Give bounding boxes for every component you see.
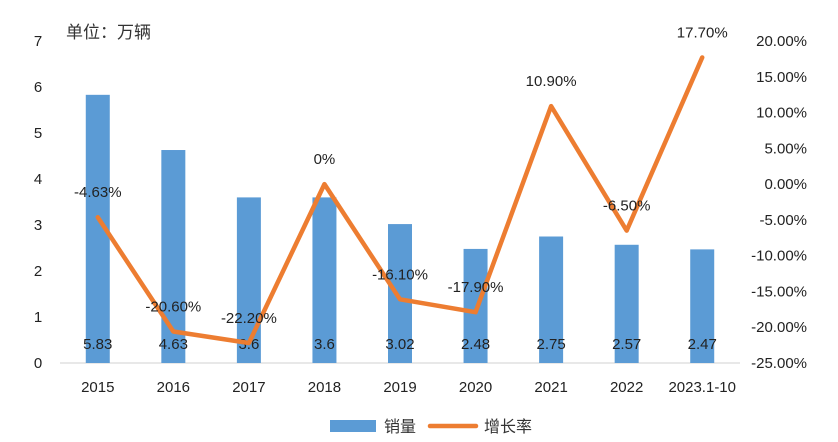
x-axis-tick-label: 2023.1-10 (668, 379, 736, 396)
right-axis-tick-label: -25.00% (751, 355, 807, 372)
x-axis-tick-label: 2016 (157, 379, 190, 396)
right-axis-tick-label: 0.00% (764, 176, 807, 193)
left-axis-tick-label: 6 (34, 79, 42, 96)
line-value-label: 10.90% (526, 73, 577, 90)
bar-value-label: 3.02 (385, 336, 414, 353)
right-axis-tick-label: -20.00% (751, 319, 807, 336)
x-axis-tick-label: 2022 (610, 379, 643, 396)
bar (690, 249, 715, 363)
legend-label-line: 增长率 (484, 418, 532, 436)
line-value-label: -20.60% (145, 299, 201, 316)
x-axis-tick-label: 2020 (459, 379, 492, 396)
legend-label-bar: 销量 (384, 418, 416, 436)
bar (312, 197, 337, 363)
left-axis-tick-label: 2 (34, 263, 42, 280)
x-axis-tick-label: 2017 (232, 379, 265, 396)
bar (236, 197, 261, 363)
bar (539, 236, 564, 363)
right-axis-tick-label: -10.00% (751, 248, 807, 265)
line-value-label: 17.70% (677, 24, 728, 41)
bar-value-label: 2.57 (612, 336, 641, 353)
bar-value-label: 5.83 (83, 336, 112, 353)
right-axis-tick-label: -15.00% (751, 283, 807, 300)
bar (614, 244, 639, 363)
bar (388, 224, 412, 363)
growth-rate-line (95, 55, 705, 346)
x-axis-tick-label: 2018 (308, 379, 341, 396)
right-axis-tick-label: 10.00% (756, 105, 807, 122)
left-axis-tick-label: 1 (34, 309, 42, 326)
unit-label: 单位：万辆 (66, 23, 151, 42)
x-axis-tick-label: 2019 (383, 379, 416, 396)
line-value-label: -17.90% (448, 279, 504, 296)
line-value-label: -16.10% (372, 266, 428, 283)
x-axis-tick-label: 2021 (534, 379, 567, 396)
x-axis-tick-label: 2015 (81, 379, 114, 396)
bar-value-label: 4.63 (159, 336, 188, 353)
bar-value-label: 2.47 (688, 336, 717, 353)
line-value-label: -22.20% (221, 310, 277, 327)
line-value-label: -4.63% (74, 184, 122, 201)
right-axis-tick-label: -5.00% (759, 212, 807, 229)
line-value-label: -6.50% (603, 198, 651, 215)
right-axis-tick-label: 15.00% (756, 69, 807, 86)
left-axis-tick-label: 0 (34, 355, 42, 372)
left-axis-tick-label: 7 (34, 33, 42, 50)
bar-value-label: 2.75 (537, 336, 566, 353)
right-axis-tick-label: 5.00% (764, 140, 807, 157)
bar-value-label: 2.48 (461, 336, 490, 353)
left-axis-tick-label: 5 (34, 125, 42, 142)
bar-value-label: 3.6 (314, 336, 335, 353)
legend-swatch-bar (330, 420, 376, 432)
left-axis-tick-label: 3 (34, 217, 42, 234)
line-value-label: 0% (314, 151, 336, 168)
left-axis-tick-label: 4 (34, 171, 42, 188)
right-axis-tick-label: 20.00% (756, 33, 807, 50)
